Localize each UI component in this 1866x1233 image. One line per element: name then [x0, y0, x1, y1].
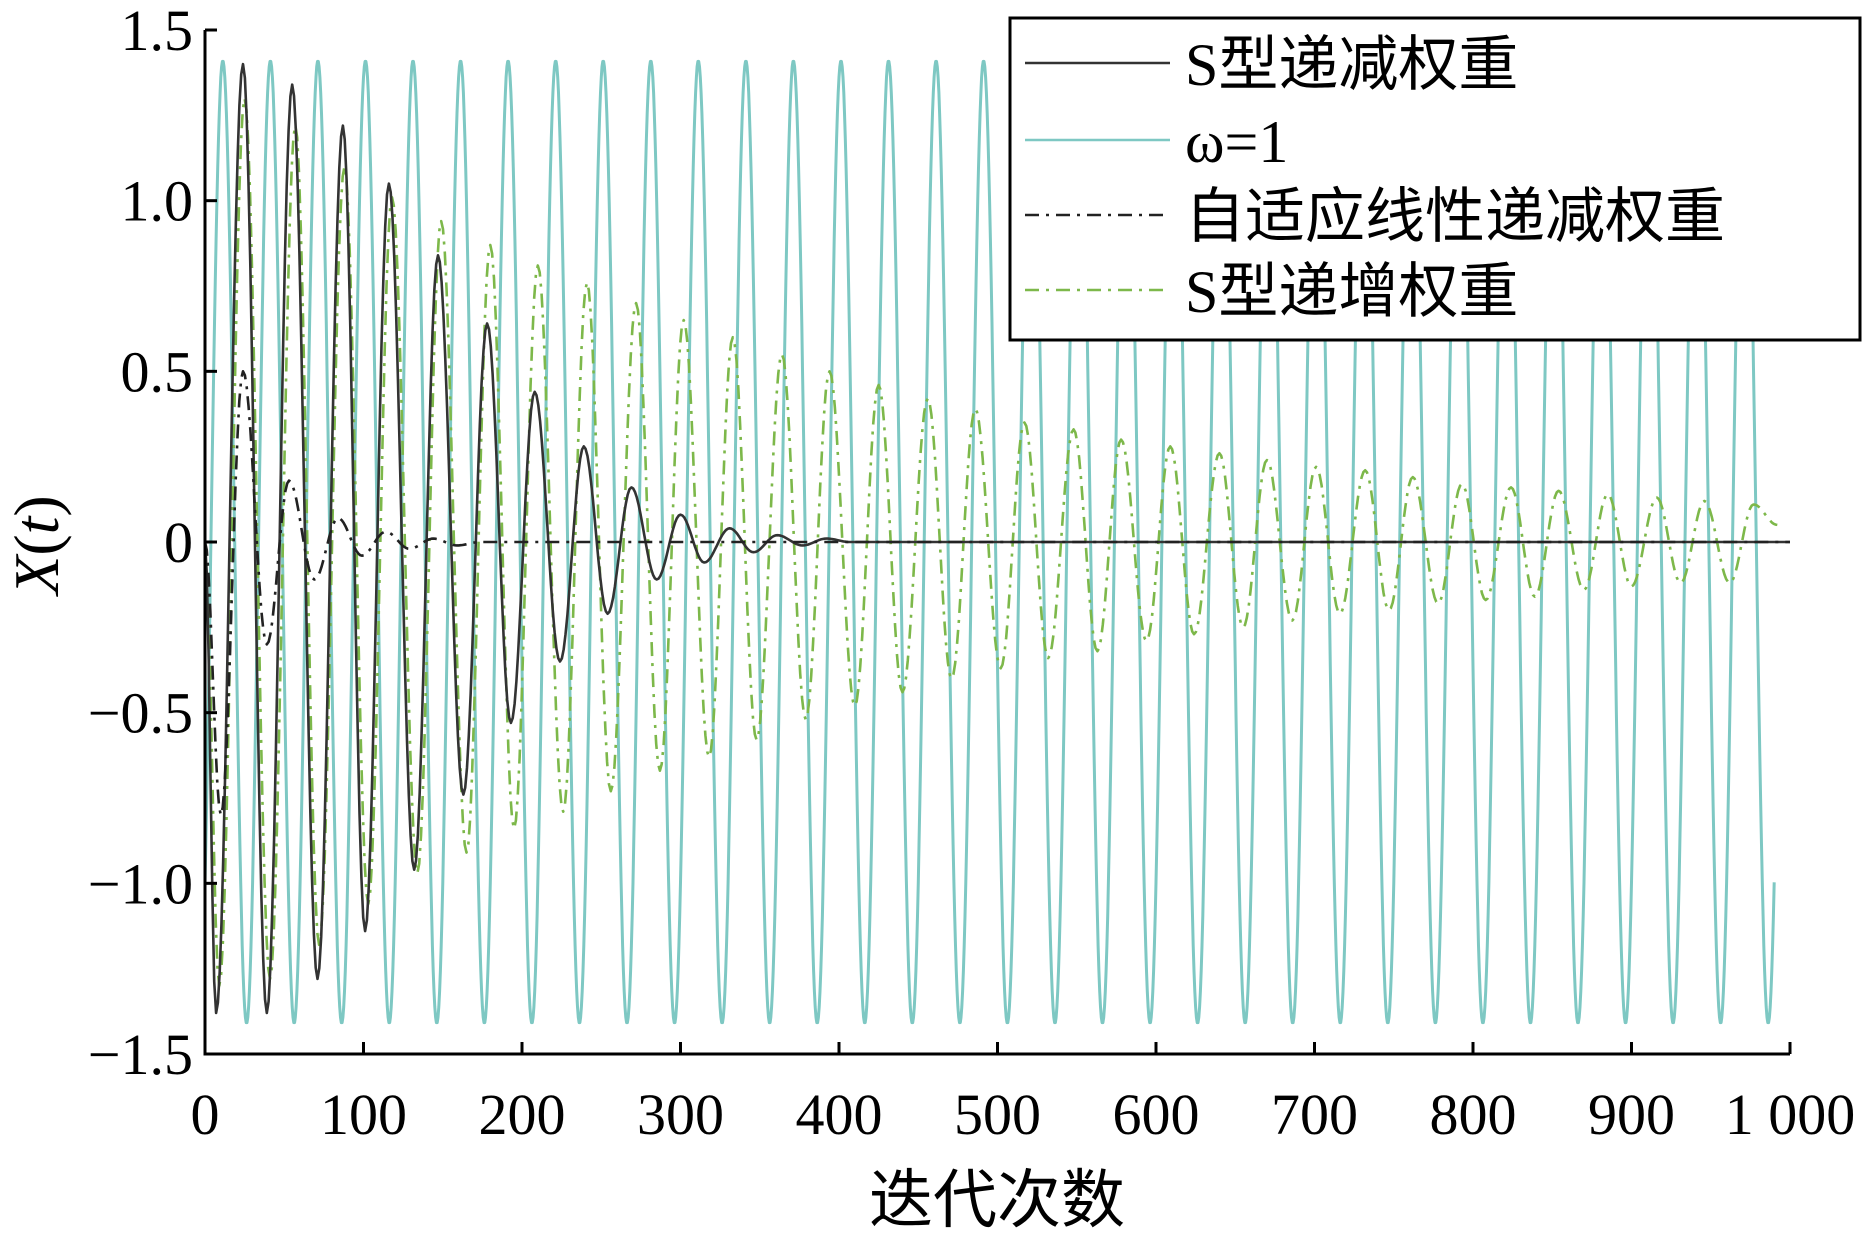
y-tick-label: 1.5	[121, 0, 194, 63]
y-tick-label: 0.5	[121, 339, 194, 404]
x-axis-title: 迭代次数	[869, 1165, 1125, 1233]
x-ticks: 0 100 200 300 400 500 600 700 800 900 1 000	[191, 1042, 1856, 1147]
legend-label: S型递增权重	[1185, 259, 1518, 325]
legend: S型递减权重 ω=1 自适应线性递减权重 S型递增权重	[1008, 16, 1862, 342]
y-tick-label: −0.5	[88, 681, 193, 746]
x-tick-label: 500	[954, 1082, 1041, 1147]
x-tick-label: 600	[1113, 1082, 1200, 1147]
y-tick-label: −1.5	[88, 1022, 193, 1087]
y-tick-label: 0	[164, 510, 193, 575]
legend-label: 自适应线性递减权重	[1185, 184, 1725, 250]
x-tick-label: 100	[320, 1082, 407, 1147]
x-tick-label: 1 000	[1725, 1082, 1856, 1147]
series-s-increasing	[203, 97, 1778, 987]
legend-items: S型递减权重 ω=1 自适应线性递减权重 S型递增权重	[1025, 32, 1725, 325]
x-tick-label: 400	[796, 1082, 883, 1147]
series-adaptive-linear	[203, 370, 1790, 817]
y-ticks: 1.5 1.0 0.5 0 −0.5 −1.0 −1.5	[88, 0, 217, 1087]
y-tick-label: 1.0	[121, 169, 194, 234]
y-tick-label: −1.0	[88, 851, 193, 916]
legend-label: S型递减权重	[1185, 32, 1518, 98]
x-tick-label: 900	[1588, 1082, 1675, 1147]
x-tick-label: 0	[191, 1082, 220, 1147]
x-tick-label: 700	[1271, 1082, 1358, 1147]
x-tick-label: 800	[1430, 1082, 1517, 1147]
y-axis-title: X(t)	[1, 495, 72, 598]
x-tick-label: 200	[479, 1082, 566, 1147]
legend-box	[1008, 16, 1862, 342]
legend-label: ω=1	[1185, 109, 1288, 175]
x-tick-label: 300	[637, 1082, 724, 1147]
